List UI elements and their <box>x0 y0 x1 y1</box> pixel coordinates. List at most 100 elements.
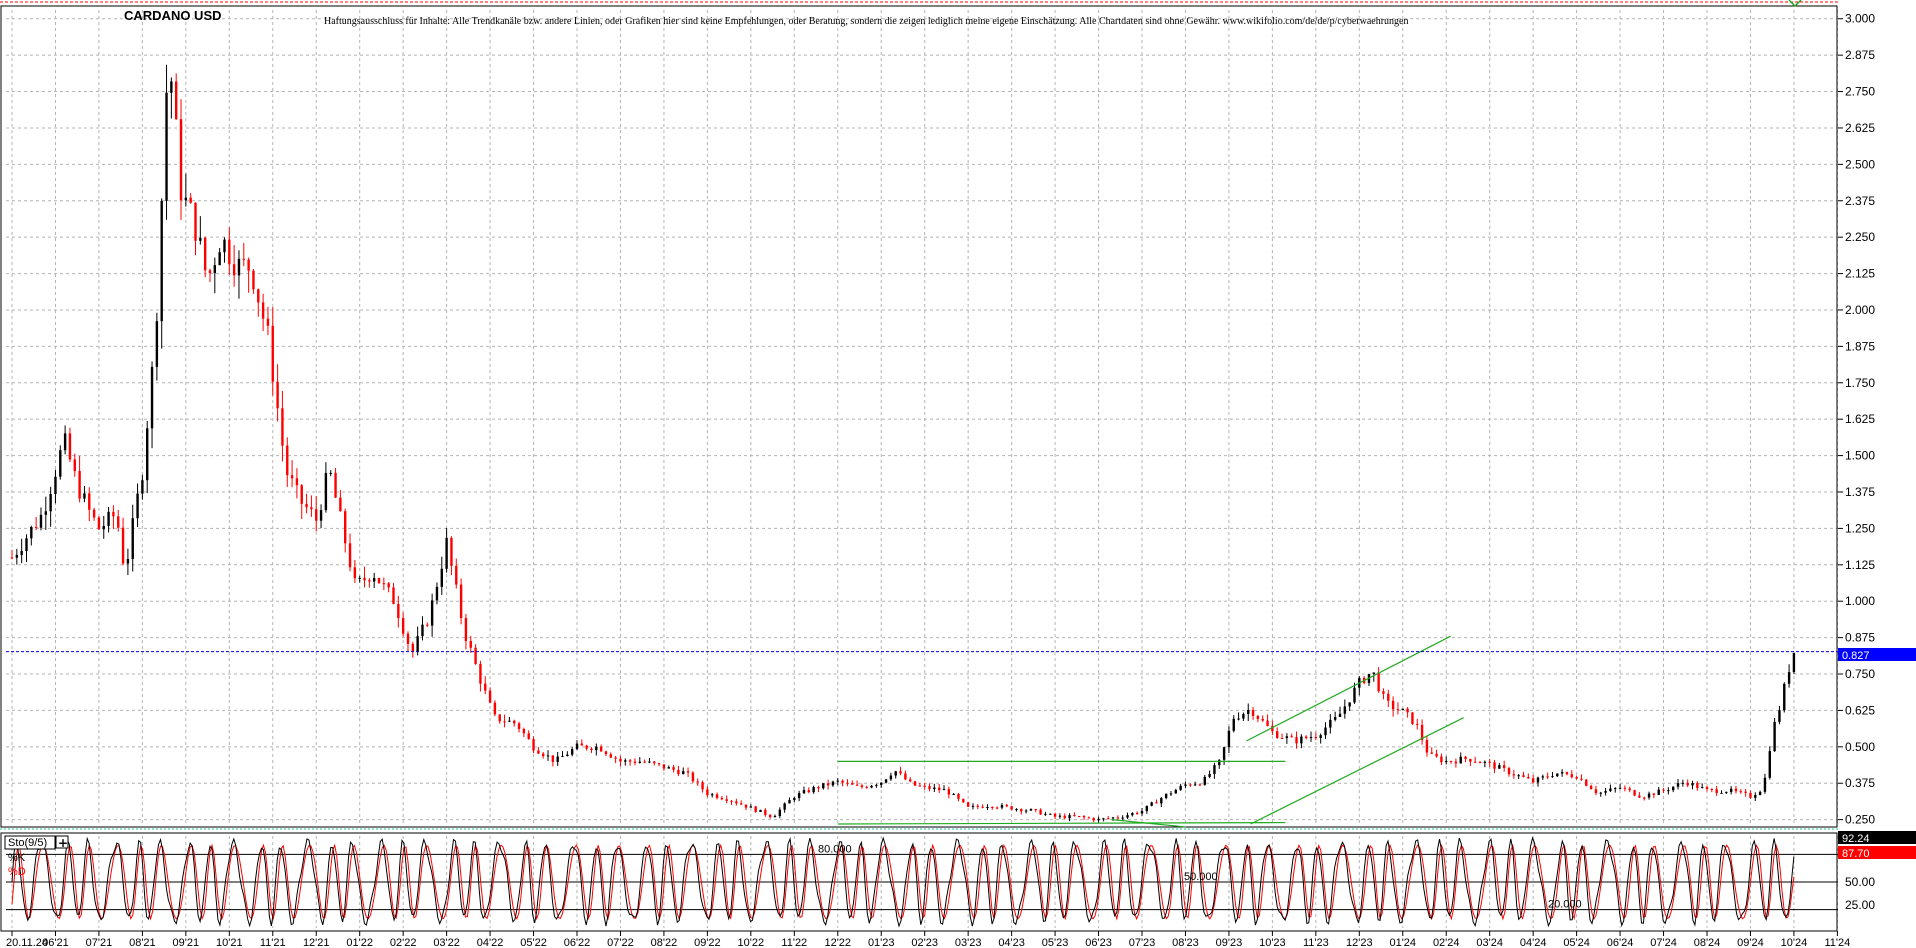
candle-body <box>1160 798 1163 804</box>
stoch-k-badge-bg <box>1838 831 1916 844</box>
candle-body <box>117 516 120 528</box>
x-tick-label: 01'24 <box>1389 937 1416 948</box>
candle-body <box>1097 818 1100 821</box>
candle-body <box>706 789 709 796</box>
candle-body <box>300 485 303 504</box>
candle-body <box>1135 812 1139 814</box>
candle-body <box>701 782 704 790</box>
candle-body <box>1164 793 1168 799</box>
candle-body <box>102 525 105 530</box>
candle-body <box>1232 718 1235 731</box>
candle-body <box>865 787 868 789</box>
candle-body <box>392 587 395 604</box>
candle-body <box>918 785 922 787</box>
candle-body <box>1556 773 1559 777</box>
candle-body <box>720 797 724 800</box>
candle-body <box>363 577 366 581</box>
candle-body <box>20 551 23 555</box>
candle-body <box>15 554 19 558</box>
candle-body <box>25 538 28 552</box>
candle-body <box>1411 712 1414 724</box>
candle-body <box>252 270 255 290</box>
candle-body <box>802 790 806 794</box>
candle-body <box>1700 787 1704 789</box>
candle-body <box>1106 818 1110 820</box>
candle-body <box>1739 791 1743 793</box>
candle-body <box>1169 793 1173 795</box>
candle-body <box>266 318 270 326</box>
candle-body <box>1382 691 1385 694</box>
candle-body <box>213 265 217 274</box>
candle-body <box>503 721 506 723</box>
candle-body <box>860 785 864 788</box>
candle-body <box>846 782 849 784</box>
x-tick-label: 07'22 <box>607 937 634 948</box>
candle-body <box>1300 736 1303 744</box>
candle-body <box>1720 792 1723 794</box>
candle-body <box>1000 804 1004 808</box>
candle-body <box>1189 784 1192 786</box>
y-axis-ticks: 3.000 2.875 2.750 2.625 2.500 2.375 2.250 2.125… <box>1838 12 1875 827</box>
candle-body <box>88 493 91 510</box>
candle-body <box>991 806 994 808</box>
y-tick-label: 1.750 <box>1845 376 1875 390</box>
candle-body <box>1387 693 1390 701</box>
candle-body <box>1493 762 1496 769</box>
stoch-level-label: 20.000 <box>1548 899 1582 911</box>
candle-body <box>1464 756 1467 760</box>
candle-body <box>44 511 48 515</box>
candle-body <box>136 493 139 519</box>
candle-body <box>928 786 931 789</box>
candle-body <box>1536 777 1540 783</box>
candle-body <box>1425 740 1429 753</box>
candle-body <box>1498 765 1501 769</box>
candle-body <box>372 577 376 582</box>
candle-body <box>194 202 197 241</box>
x-tick-label: 05'22 <box>520 937 547 948</box>
corner-chevron-icon <box>1788 0 1802 8</box>
candle-body <box>1242 713 1245 719</box>
x-tick-label: 10'23 <box>1259 937 1286 948</box>
candle-body <box>711 794 714 796</box>
candle-body <box>170 81 173 93</box>
candle-body <box>1633 790 1636 796</box>
candle-body <box>1276 731 1279 738</box>
candle-body <box>1546 776 1549 778</box>
candle-body <box>1324 727 1327 736</box>
candle-body <box>1092 818 1095 821</box>
candles-layer <box>10 64 1796 823</box>
candle-body <box>49 494 52 512</box>
candle-body <box>344 511 347 544</box>
stoch-d-badge-label: 87.70 <box>1842 848 1870 860</box>
candle-body <box>1652 793 1656 795</box>
candle-body <box>826 783 830 786</box>
y-tick-label: 2.625 <box>1845 121 1875 135</box>
candle-body <box>1174 789 1178 794</box>
y-tick-label: 1.375 <box>1845 485 1875 499</box>
stoch-expand-button[interactable]: + <box>55 835 69 850</box>
candle-body <box>387 583 390 588</box>
candle-body <box>126 558 130 564</box>
candle-body <box>319 510 323 521</box>
candle-body <box>1522 775 1525 777</box>
candle-body <box>1643 797 1646 799</box>
candle-body <box>899 771 902 774</box>
x-tick-label: 09'24 <box>1737 937 1764 948</box>
x-tick-label: 06'24 <box>1607 937 1634 948</box>
candle-body <box>218 252 221 266</box>
x-tick-label: 12'21 <box>303 937 330 948</box>
candle-body <box>638 761 641 763</box>
candle-body <box>1773 721 1776 752</box>
candle-body <box>68 433 72 460</box>
last-price-badge-bg <box>1838 648 1916 661</box>
candle-body <box>348 543 352 568</box>
y-tick-label: 1.250 <box>1845 521 1875 535</box>
candle-body <box>759 809 762 812</box>
candle-body <box>1662 789 1665 791</box>
candle-body <box>1527 776 1530 779</box>
candle-body <box>889 775 893 780</box>
candle-body <box>541 753 545 757</box>
candle-body <box>754 806 757 812</box>
x-tick-label: 08'23 <box>1172 937 1199 948</box>
x-tick-label: 11'23 <box>1303 937 1329 948</box>
